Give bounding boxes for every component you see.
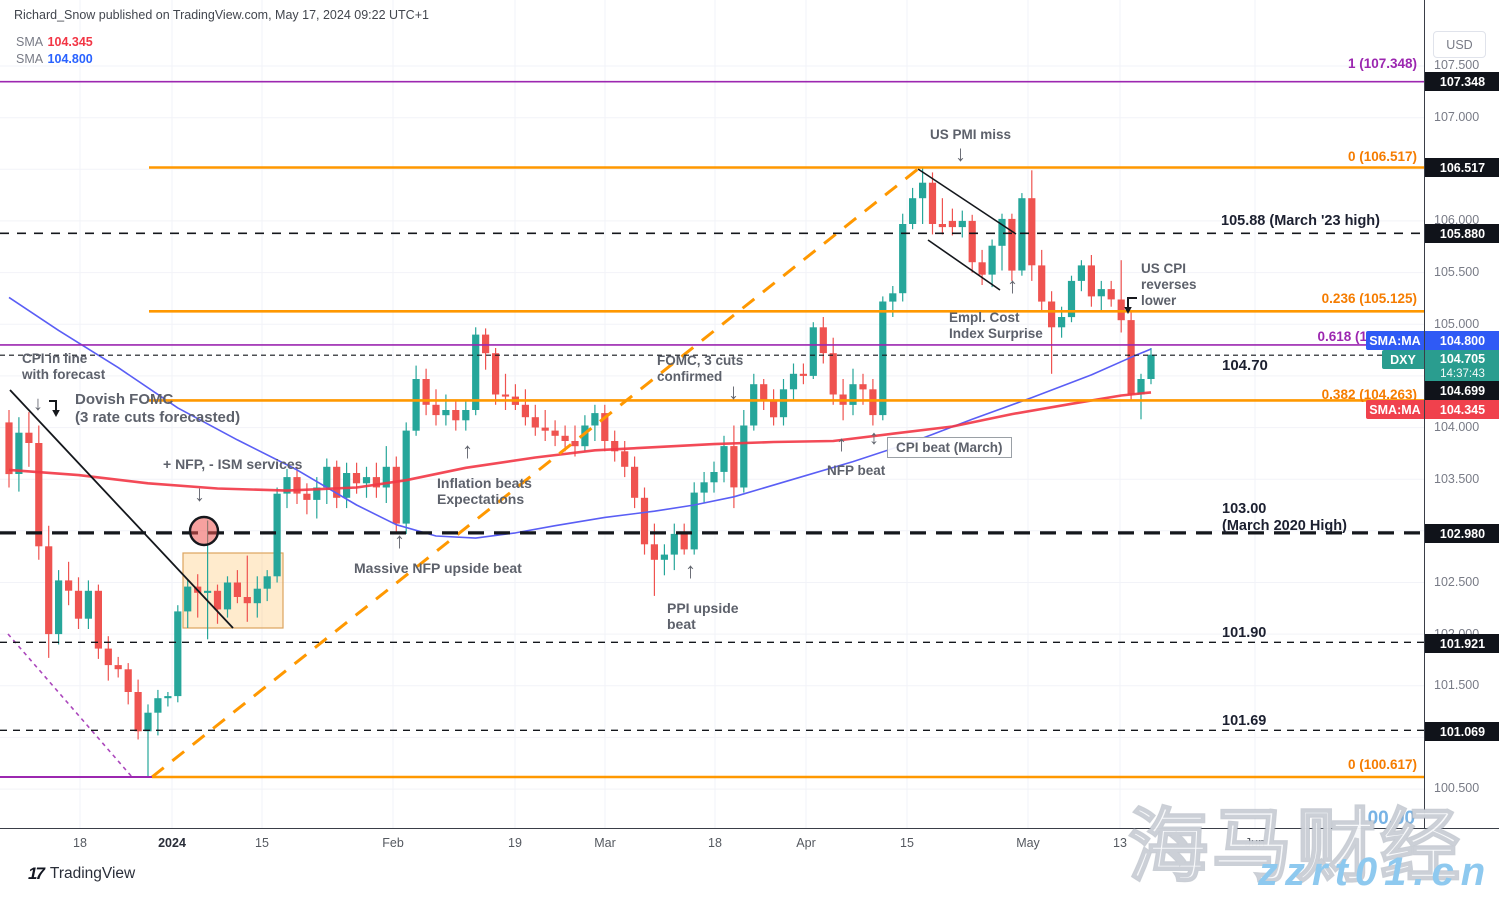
price-badge: 104.345 [1425, 400, 1499, 419]
price-chart-canvas[interactable] [0, 0, 1424, 828]
annotation-cpi-in-line: CPI in line with forecast [22, 351, 106, 382]
sma-fast-line [8, 391, 1152, 492]
up-arrow-icon: ↑ [394, 528, 405, 553]
trendline [7, 633, 133, 778]
cpi-beat-callout-text: CPI beat (March) [896, 440, 1003, 455]
time-tick: Feb [382, 836, 404, 850]
time-tick: Jun [1244, 836, 1266, 850]
cpi-beat-callout: CPI beat (March) [887, 437, 1012, 458]
annotation-nfp-ism: + NFP, - ISM services [163, 456, 303, 472]
key-level-label: 103.00 (March 2020 High) [1222, 501, 1347, 534]
time-tick: 15 [900, 836, 914, 850]
annotation-us-pmi-miss: US PMI miss [930, 127, 1012, 142]
price-badge: 106.517 [1425, 158, 1499, 177]
price-tick: 104.000 [1434, 420, 1480, 434]
price-tick: 105.500 [1434, 265, 1480, 279]
tradingview-logo-icon: 17 [28, 864, 45, 883]
up-arrow-icon: ↑ [685, 558, 696, 583]
sma-label: SMA [16, 52, 44, 66]
tradingview-logo-text: TradingView [49, 865, 136, 882]
currency-toggle-button[interactable]: USD [1433, 31, 1486, 58]
time-tick: 13 [1113, 836, 1127, 850]
down-arrow-icon: ↓ [33, 393, 43, 415]
time-tick: 2024 [158, 836, 186, 850]
annotation-nfp-beat: NFP beat [827, 463, 886, 478]
annotation-fomc-3-cuts: FOMC, 3 cuts confirmed [657, 353, 744, 384]
price-badge: 104.699 [1425, 381, 1499, 400]
time-tick: 15 [255, 836, 269, 850]
fib-level-label: 0.236 (105.125) [1321, 291, 1417, 306]
price-badge: 107.348 [1425, 72, 1499, 91]
price-badge: 101.069 [1425, 722, 1499, 741]
candlestick-series [5, 167, 1155, 777]
time-axis[interactable]: 18 2024 15 Feb 19 Mar 18 Apr 15 May 13 Jun [0, 828, 1499, 859]
key-level-label: 104.70 [1222, 357, 1268, 374]
annotation-us-cpi-reverses: US CPI reverses lower [1141, 261, 1197, 308]
price-badge: 104.800 [1425, 331, 1499, 350]
indicator-legend-sma-fast[interactable]: SMA 104.345 [16, 33, 93, 51]
sma-value: 104.800 [47, 52, 93, 66]
down-arrow-icon: ↓ [728, 379, 739, 404]
up-arrow-icon: ↑ [462, 438, 473, 463]
tradingview-logo[interactable]: 17 TradingView [28, 864, 135, 884]
fib-level-label: 0.382 (104.263) [1321, 387, 1417, 402]
fib-level-label: 0 (100.617) [1347, 757, 1417, 772]
price-badge: 102.980 [1425, 524, 1499, 543]
price-axis[interactable]: 107.500 107.000 106.000 105.500 105.000 104.0… [1424, 0, 1499, 828]
price-tick: 103.500 [1434, 472, 1480, 486]
price-tick: 106.000 [1434, 213, 1480, 227]
indicator-tag: SMA:MA [1366, 331, 1424, 350]
updown-arrow-icon: ↕ [869, 427, 879, 449]
key-level-label: 101.90 [1222, 625, 1267, 641]
time-tick: 18 [73, 836, 87, 850]
sma-label: SMA [16, 35, 44, 49]
time-tick: Mar [594, 836, 616, 850]
indicator-legend-sma-slow[interactable]: SMA 104.800 [16, 50, 93, 68]
hook-arrow [49, 297, 1137, 417]
trendline [9, 389, 234, 629]
currency-label: USD [1446, 37, 1473, 52]
annotation-empl-cost-surprise: Empl. Cost Index Surprise [949, 310, 1043, 341]
fib-level-label: 1 (107.348) [1347, 56, 1417, 71]
time-tick: 19 [508, 836, 522, 850]
trendline [151, 167, 919, 779]
indicator-tag: SMA:MA [1366, 400, 1424, 419]
price-badge: 104.705 14:37:43 [1425, 350, 1499, 383]
price-tick: 105.000 [1434, 317, 1480, 331]
trendline [917, 168, 1017, 235]
price-badge: 101.921 [1425, 634, 1499, 653]
annotation-massive-nfp: Massive NFP upside beat [354, 560, 522, 576]
footer-bar: 17 TradingView [0, 858, 1499, 891]
price-tick: 102.500 [1434, 575, 1480, 589]
annotation-ppi-upside-beat: PPI upside beat [667, 600, 739, 632]
trendline [927, 239, 1001, 291]
circle-marker [188, 515, 220, 547]
price-tick: 101.500 [1434, 678, 1480, 692]
sma-slow-line [8, 296, 1152, 539]
fib-level-label: 0 (106.517) [1347, 149, 1417, 164]
fib-level-label: 0.618 (1 [1317, 329, 1367, 344]
sma-value: 104.345 [47, 35, 93, 49]
key-level-label: 105.88 (March '23 high) [1221, 213, 1380, 229]
time-tick: May [1016, 836, 1040, 850]
time-tick: Apr [796, 836, 816, 850]
up-arrow-icon: ↑ [836, 431, 847, 456]
time-tick: 18 [708, 836, 722, 850]
down-arrow-icon: ↓ [955, 141, 966, 166]
key-level-label: 101.69 [1222, 713, 1267, 729]
price-tick: 107.000 [1434, 110, 1480, 124]
down-arrow-icon: ↓ [194, 481, 205, 506]
publish-byline: Richard_Snow published on TradingView.co… [14, 8, 429, 22]
price-tick: 107.500 [1434, 58, 1480, 72]
annotation-dovish-fomc: Dovish FOMC (3 rate cuts forecasted) [75, 391, 241, 426]
up-arrow-icon: ↑ [1007, 273, 1018, 298]
price-badge: 105.880 [1425, 224, 1499, 243]
price-tick: 100.500 [1434, 781, 1480, 795]
annotation-inflation-beats: Inflation beats Expectations [437, 475, 532, 507]
indicator-tag: DXY [1382, 350, 1424, 369]
